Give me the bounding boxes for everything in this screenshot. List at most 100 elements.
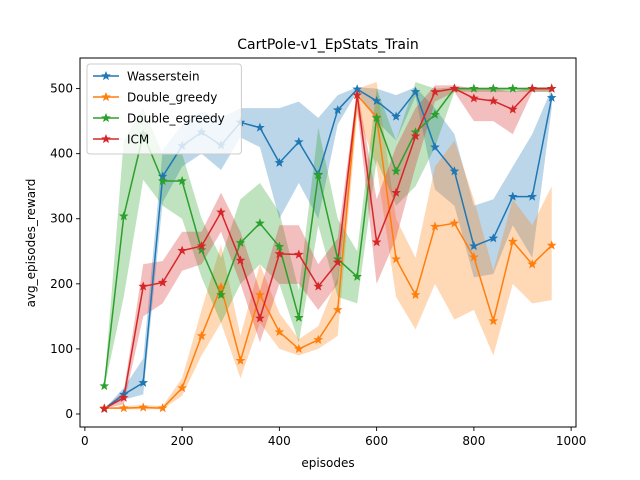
x-tick-label: 800 [462, 434, 485, 448]
point-icm [294, 249, 304, 259]
legend-label-double-egreedy: Double_egreedy [127, 112, 225, 126]
point-icm [177, 245, 187, 255]
point-double-greedy [255, 289, 265, 299]
point-double-greedy [546, 240, 557, 250]
point-double-egreedy [391, 166, 401, 176]
point-double-greedy [332, 304, 343, 314]
y-tick-label: 400 [50, 147, 73, 161]
point-icm [332, 257, 343, 267]
y-tick-label: 300 [50, 212, 73, 226]
point-icm [410, 131, 421, 141]
point-double-greedy [527, 259, 538, 269]
point-icm [352, 90, 362, 100]
point-double-egreedy [118, 211, 129, 221]
x-tick-label: 600 [365, 434, 388, 448]
point-icm [430, 86, 440, 96]
point-wasserstein [255, 122, 265, 132]
point-double-egreedy [294, 312, 304, 322]
legend-label-wasserstein: Wasserstein [127, 70, 200, 84]
point-wasserstein [527, 191, 538, 201]
point-double-egreedy [177, 175, 187, 186]
point-icm [391, 187, 401, 197]
point-double-greedy [410, 289, 421, 299]
line-icm [103, 87, 552, 410]
point-wasserstein [469, 241, 479, 251]
point-icm [235, 255, 246, 265]
point-icm [138, 281, 149, 291]
point-double-greedy [469, 252, 479, 262]
point-double-egreedy [274, 241, 285, 251]
point-double-egreedy [313, 170, 324, 180]
point-double-greedy [196, 330, 207, 340]
point-icm [469, 93, 479, 103]
point-wasserstein [430, 142, 440, 152]
point-double-greedy [313, 334, 324, 344]
point-icm [274, 248, 285, 258]
point-wasserstein [371, 95, 382, 106]
point-wasserstein [274, 157, 285, 167]
point-icm [371, 237, 382, 247]
point-double-greedy [391, 254, 401, 264]
band-wasserstein [104, 87, 552, 409]
band-icm [104, 85, 552, 409]
legend-label-double-greedy: Double_greedy [127, 91, 217, 105]
series-markers [99, 83, 557, 413]
point-double-egreedy [469, 83, 479, 93]
point-double-greedy [216, 282, 226, 292]
point-wasserstein [332, 105, 343, 115]
point-icm [255, 313, 265, 323]
y-axis-label: avg_episodes_reward [24, 179, 38, 308]
point-wasserstein [410, 86, 421, 96]
point-double-greedy [177, 382, 187, 393]
point-double-egreedy [371, 112, 382, 122]
band-double-egreedy [104, 82, 552, 388]
x-tick-label: 400 [268, 434, 291, 448]
point-double-egreedy [507, 83, 518, 93]
line-double-egreedy [103, 87, 552, 387]
chart-title: CartPole-v1_EpStats_Train [237, 37, 419, 53]
point-wasserstein [507, 191, 518, 201]
point-double-greedy [138, 402, 149, 412]
line-double-greedy [104, 94, 553, 409]
legend-label-icm: ICM [127, 133, 149, 147]
point-icm [196, 241, 207, 251]
legend-box [86, 63, 242, 155]
y-tick-label: 500 [50, 82, 73, 96]
point-icm [216, 207, 226, 217]
x-axis-label: episodes [301, 456, 354, 470]
point-icm [527, 83, 538, 93]
band-double-greedy [104, 82, 552, 410]
y-tick-label: 200 [50, 277, 73, 291]
point-double-egreedy [352, 271, 362, 281]
point-icm [507, 104, 518, 114]
point-icm [449, 83, 460, 93]
point-icm [488, 95, 499, 106]
legend-marker-double-greedy [101, 91, 111, 102]
point-double-greedy [449, 218, 460, 228]
point-double-egreedy [196, 244, 207, 255]
point-double-greedy [274, 326, 285, 337]
point-double-egreedy [99, 380, 110, 391]
point-double-egreedy [488, 83, 499, 93]
point-double-egreedy [255, 218, 265, 228]
legend: Wasserstein Double_greedy Double_egreedy IC… [86, 63, 242, 155]
plot-frame [79, 57, 577, 428]
point-wasserstein [488, 233, 499, 243]
point-icm [99, 403, 110, 413]
point-wasserstein [391, 111, 401, 121]
axes: 0 200 400 600 800 1000 0 100 200 300 400 500 [50, 57, 587, 448]
y-tick-label: 100 [50, 342, 73, 356]
point-double-greedy [488, 315, 499, 325]
y-tick-label: 0 [65, 407, 73, 421]
point-double-egreedy [235, 237, 246, 247]
point-double-greedy [157, 403, 168, 413]
legend-marker-wasserstein [101, 70, 111, 81]
point-wasserstein [294, 136, 304, 147]
x-tick-label: 1000 [556, 434, 587, 448]
point-double-greedy [507, 236, 518, 246]
point-wasserstein [449, 166, 460, 176]
point-double-egreedy [216, 289, 226, 299]
point-double-greedy [118, 403, 129, 413]
point-icm [313, 281, 324, 291]
